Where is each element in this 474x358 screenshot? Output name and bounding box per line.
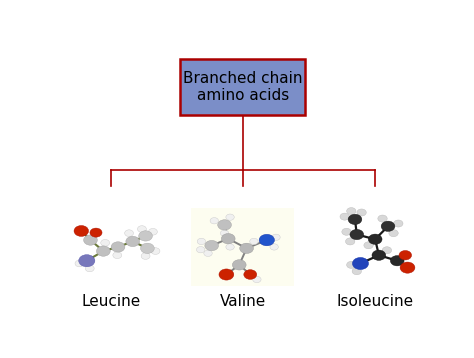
Circle shape [372, 250, 386, 260]
Circle shape [393, 220, 403, 227]
Circle shape [253, 276, 261, 282]
Circle shape [357, 209, 366, 216]
Circle shape [113, 252, 122, 258]
Circle shape [125, 230, 134, 237]
Circle shape [79, 255, 95, 267]
Circle shape [204, 250, 212, 256]
Circle shape [346, 238, 355, 245]
Circle shape [346, 208, 356, 215]
Circle shape [272, 234, 280, 241]
Circle shape [137, 226, 146, 232]
Circle shape [100, 240, 109, 246]
Circle shape [391, 256, 404, 266]
Circle shape [352, 257, 369, 270]
Circle shape [226, 244, 234, 250]
Circle shape [259, 234, 274, 246]
Circle shape [364, 242, 373, 249]
Circle shape [97, 246, 110, 256]
Circle shape [232, 260, 246, 270]
Circle shape [244, 270, 257, 279]
Circle shape [226, 214, 234, 220]
Circle shape [151, 248, 160, 255]
Circle shape [141, 253, 150, 260]
Circle shape [218, 220, 231, 230]
Circle shape [205, 241, 219, 251]
Circle shape [378, 215, 387, 222]
Circle shape [90, 228, 102, 237]
Circle shape [389, 229, 398, 237]
Circle shape [381, 221, 395, 231]
Circle shape [240, 243, 254, 253]
Text: Branched chain
amino acids: Branched chain amino acids [183, 71, 303, 103]
Circle shape [342, 228, 351, 235]
Circle shape [348, 214, 362, 224]
Circle shape [197, 247, 205, 253]
Circle shape [111, 242, 125, 252]
Circle shape [399, 251, 411, 260]
Circle shape [270, 244, 278, 250]
Circle shape [83, 235, 97, 245]
Circle shape [139, 231, 153, 241]
Circle shape [340, 213, 349, 220]
Circle shape [221, 233, 235, 244]
Circle shape [382, 247, 392, 254]
Text: Leucine: Leucine [81, 294, 140, 309]
Circle shape [210, 218, 219, 224]
Circle shape [141, 243, 154, 253]
Circle shape [352, 268, 362, 275]
Circle shape [74, 226, 89, 236]
Circle shape [400, 262, 415, 273]
Circle shape [250, 238, 258, 245]
FancyBboxPatch shape [181, 59, 305, 115]
Circle shape [75, 260, 84, 267]
Circle shape [220, 230, 229, 236]
Bar [191, 208, 294, 286]
Circle shape [148, 228, 157, 235]
Circle shape [368, 234, 382, 245]
Circle shape [197, 238, 206, 245]
Text: Isoleucine: Isoleucine [337, 294, 414, 309]
Circle shape [85, 265, 94, 272]
Circle shape [126, 236, 139, 247]
Circle shape [346, 261, 356, 268]
Text: Valine: Valine [220, 294, 266, 309]
Circle shape [219, 269, 234, 280]
Circle shape [350, 229, 364, 240]
